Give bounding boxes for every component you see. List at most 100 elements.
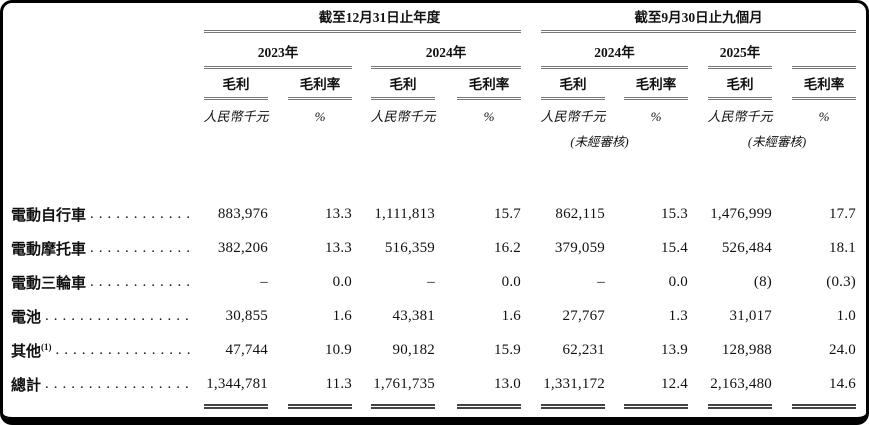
- total-double-rule: [371, 401, 435, 409]
- cell-value: 18.1: [828, 239, 856, 256]
- cell-value: 1,111,813: [374, 205, 435, 222]
- cell-value: 0.0: [332, 273, 352, 290]
- col-header-gross-profit-4: 毛利: [708, 69, 772, 100]
- cell-value: 90,182: [392, 341, 435, 358]
- cell-value: 0.0: [668, 273, 688, 290]
- cell-value: –: [260, 273, 268, 290]
- cell-value: 1.6: [501, 307, 521, 324]
- row-label-text: 電動摩托車: [11, 241, 87, 258]
- year-header-2024-9m: 2024年: [541, 33, 688, 69]
- total-double-rule: [204, 401, 268, 409]
- dot-leader: [45, 308, 191, 325]
- cell-value: 43,381: [392, 307, 435, 324]
- total-double-rule: [792, 401, 856, 409]
- col-header-gross-margin-4: 毛利率: [792, 69, 856, 100]
- unaudited-note-2025: (未經審核): [747, 135, 807, 149]
- cell-value: 382,206: [217, 239, 268, 256]
- row-label-batteries: 電池: [3, 299, 196, 333]
- year-rule-segment: [792, 33, 856, 69]
- cell-value: 13.9: [660, 341, 688, 358]
- col-header-gross-profit-2: 毛利: [371, 69, 435, 100]
- total-double-rule: [541, 401, 605, 409]
- col-header-gross-margin-2: 毛利率: [457, 69, 521, 100]
- unit-label-rmb-4: 人民幣千元: [707, 109, 773, 124]
- cell-value: 17.7: [828, 205, 856, 222]
- dot-leader: [45, 376, 191, 393]
- cell-value: 526,484: [721, 239, 772, 256]
- total-value: 1,761,735: [373, 375, 435, 392]
- row-label-text: 其他: [11, 343, 42, 360]
- total-double-rule: [624, 401, 688, 409]
- year-header-2024: 2024年: [371, 33, 521, 69]
- cell-value: 128,988: [721, 341, 772, 358]
- total-value: 13.0: [493, 375, 521, 392]
- cell-value: 24.0: [828, 341, 856, 358]
- cell-value: 27,767: [562, 307, 605, 324]
- cell-value: 1.0: [836, 307, 856, 324]
- cell-value: (8): [753, 273, 772, 290]
- cell-value: 379,059: [554, 239, 605, 256]
- footnote-marker: (1): [41, 341, 52, 352]
- row-label-electric-motorcycles: 電動摩托車: [3, 231, 196, 265]
- unit-label-percent-3: %: [650, 109, 662, 124]
- dot-leader: [90, 240, 191, 257]
- cell-value: 1.6: [332, 307, 352, 324]
- period-group-title-nine-month: 截至9月30日止九個月: [541, 3, 856, 33]
- total-value: 14.6: [828, 375, 856, 392]
- year-header-2023: 2023年: [204, 33, 352, 69]
- total-value: 2,163,480: [710, 375, 772, 392]
- col-header-gross-profit-1: 毛利: [204, 69, 268, 100]
- col-header-gross-margin-3: 毛利率: [624, 69, 688, 100]
- unaudited-note-2024: (未經審核): [570, 135, 629, 149]
- cell-value: 30,855: [225, 307, 268, 324]
- total-value: 1,344,781: [206, 375, 268, 392]
- unit-label-rmb-1: 人民幣千元: [203, 109, 269, 124]
- dot-leader: [90, 206, 191, 223]
- cell-value: 15.4: [660, 239, 688, 256]
- cell-value: 62,231: [562, 341, 605, 358]
- unit-label-percent-4: %: [818, 109, 830, 124]
- row-label-electric-tricycles: 電動三輪車: [3, 265, 196, 299]
- cell-value: 1.3: [668, 307, 688, 324]
- cell-value: 15.3: [660, 205, 688, 222]
- cell-value: 13.3: [324, 239, 352, 256]
- cell-value: 516,359: [384, 239, 435, 256]
- cell-value: 0.0: [501, 273, 521, 290]
- row-label-text: 電動三輪車: [11, 275, 87, 292]
- col-header-gross-margin-1: 毛利率: [288, 69, 352, 100]
- row-label-electric-bicycles: 電動自行車: [3, 197, 196, 231]
- total-double-rule: [288, 401, 352, 409]
- row-label-others: 其他 (1): [3, 333, 196, 367]
- cell-value: 15.7: [493, 205, 521, 222]
- unit-label-rmb-2: 人民幣千元: [370, 109, 436, 124]
- total-value: 12.4: [660, 375, 688, 392]
- col-header-gross-profit-3: 毛利: [541, 69, 605, 100]
- row-label-total: 總計: [3, 367, 196, 401]
- total-double-rule: [457, 401, 521, 409]
- dot-leader: [56, 342, 191, 359]
- cell-value: (0.3): [826, 273, 856, 290]
- year-header-2025-9m: 2025年: [708, 33, 772, 69]
- gross-profit-table: 截至12月31日止年度 截至9月30日止九個月 2023年 2024年 2024…: [3, 3, 866, 417]
- cell-value: 883,976: [217, 205, 268, 222]
- cell-value: –: [427, 273, 435, 290]
- total-value: 11.3: [325, 375, 352, 392]
- cell-value: 10.9: [324, 341, 352, 358]
- cell-value: 47,744: [225, 341, 268, 358]
- cell-value: 862,115: [555, 205, 605, 222]
- unit-label-percent-1: %: [314, 109, 326, 124]
- total-double-rule: [708, 401, 772, 409]
- cell-value: 1,476,999: [710, 205, 772, 222]
- cell-value: –: [597, 273, 605, 290]
- cell-value: 15.9: [493, 341, 521, 358]
- cell-value: 13.3: [324, 205, 352, 222]
- row-label-text: 電池: [11, 309, 42, 326]
- total-value: 1,331,172: [543, 375, 605, 392]
- cell-value: 31,017: [729, 307, 772, 324]
- period-group-title-annual: 截至12月31日止年度: [204, 3, 521, 33]
- row-label-text: 電動自行車: [11, 207, 87, 224]
- unit-label-percent-2: %: [483, 109, 495, 124]
- row-label-text: 總計: [11, 377, 42, 394]
- cell-value: 16.2: [493, 239, 521, 256]
